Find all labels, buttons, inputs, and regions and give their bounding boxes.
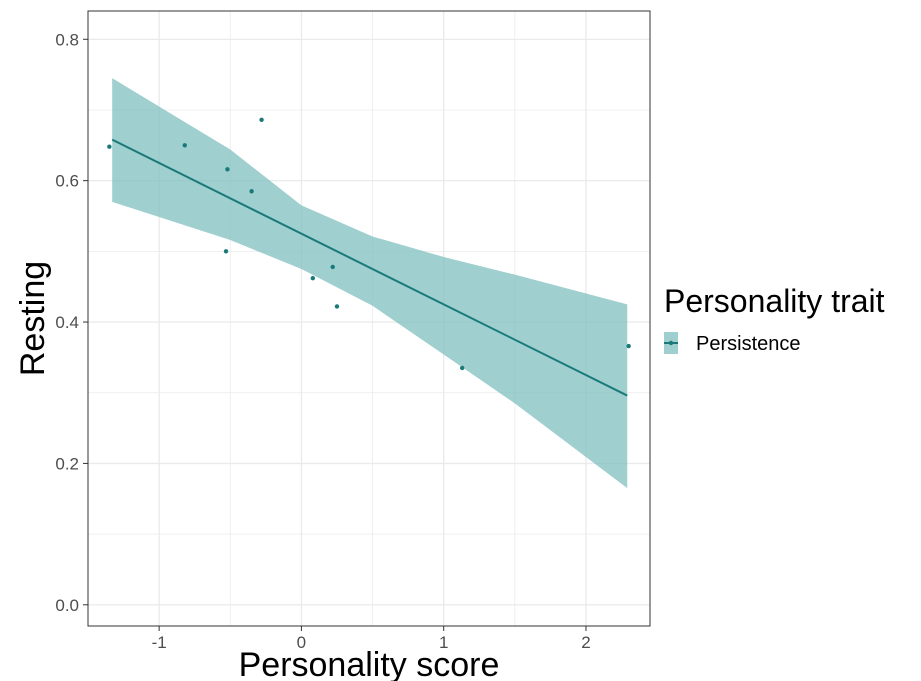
x-tick-label-0: -1 bbox=[152, 633, 167, 652]
data-point-5 bbox=[259, 117, 264, 123]
data-point-6 bbox=[310, 276, 315, 281]
y-tick-label-2: 0.4 bbox=[55, 313, 79, 332]
data-point-0 bbox=[107, 144, 112, 149]
confidence-band-group bbox=[112, 78, 628, 489]
data-point-2 bbox=[225, 167, 230, 172]
panel-border bbox=[87, 10, 651, 627]
x-tick-label-1: 0 bbox=[297, 633, 306, 652]
data-point-3 bbox=[223, 249, 229, 254]
legend: Personality trait Persistence bbox=[664, 283, 885, 355]
data-point-10 bbox=[626, 343, 631, 349]
data-points-group bbox=[107, 117, 631, 371]
fit-line-group bbox=[111, 138, 628, 397]
x-axis-ticks: -1 0 1 2 bbox=[152, 626, 591, 652]
legend-title: Personality trait bbox=[664, 283, 885, 319]
data-point-4 bbox=[249, 189, 254, 194]
y-tick-label-0: 0.0 bbox=[55, 596, 79, 615]
y-tick-label-1: 0.2 bbox=[55, 454, 79, 473]
y-tick-label-4: 0.8 bbox=[55, 30, 79, 49]
y-tick-label-3: 0.6 bbox=[55, 172, 79, 191]
data-point-1 bbox=[182, 143, 187, 148]
data-point-7 bbox=[330, 264, 335, 270]
data-point-8 bbox=[334, 304, 340, 309]
data-point-9 bbox=[459, 365, 465, 371]
y-axis-title: Resting bbox=[14, 261, 52, 376]
y-axis-ticks: 0.0 0.2 0.4 0.6 0.8 bbox=[55, 30, 88, 615]
x-tick-label-2: 1 bbox=[439, 633, 448, 652]
confidence-band-0 bbox=[112, 78, 628, 489]
x-tick-label-3: 2 bbox=[581, 633, 590, 652]
x-axis-title: Personality score bbox=[239, 646, 500, 681]
fit-line-0 bbox=[111, 138, 628, 397]
legend-entry-persistence: Persistence bbox=[696, 333, 801, 355]
legend-key-point bbox=[668, 340, 674, 346]
